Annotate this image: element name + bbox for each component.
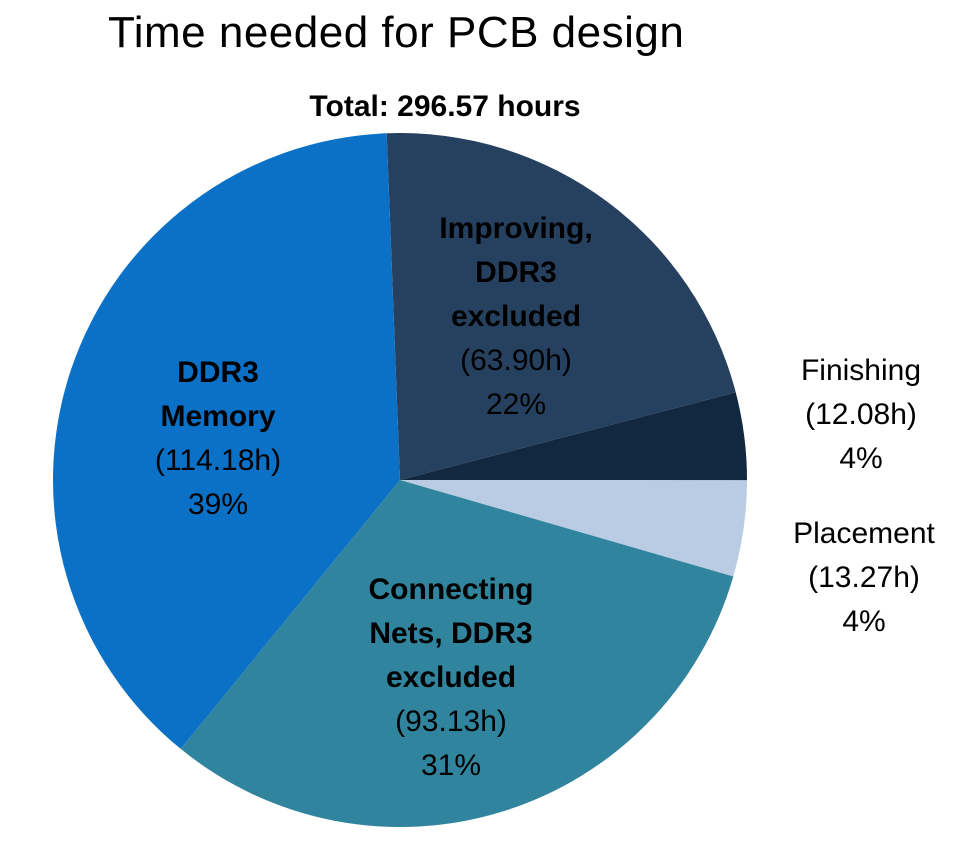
pie-slice-placement xyxy=(400,480,747,577)
pie-slice-connecting xyxy=(180,480,734,828)
chart-title: Time needed for PCB design xyxy=(108,8,685,57)
pie-slice-improving xyxy=(386,133,736,480)
pie-slice-finishing xyxy=(400,392,748,481)
pie-slice-ddr3 xyxy=(52,133,401,749)
chart-total-label: Total: 296.57 hours xyxy=(309,90,581,123)
